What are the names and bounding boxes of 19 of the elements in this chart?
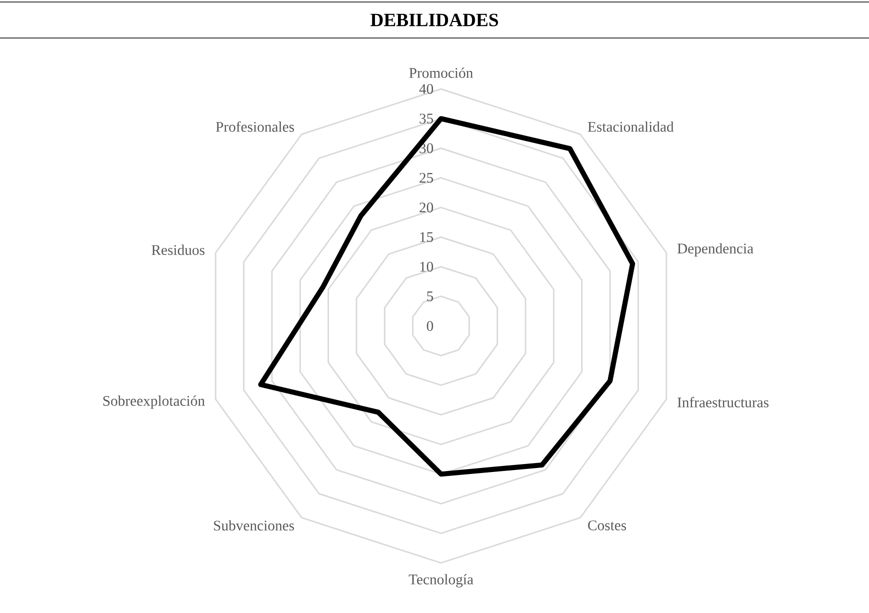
spoke-label: Sobreexplotación xyxy=(103,396,205,409)
y-tick-label: 25 xyxy=(420,172,434,183)
spoke-label: Estacionalidad xyxy=(588,121,674,132)
spoke-label: Tecnología xyxy=(408,574,474,588)
spoke-label: Infraestructuras xyxy=(678,396,769,408)
spoke-label: Subvenciones xyxy=(214,520,294,531)
spoke-label: Residuos xyxy=(152,244,204,255)
y-tick-label: 20 xyxy=(420,202,434,212)
spoke-label: Profesionales xyxy=(216,121,294,132)
spoke-label: Dependencia xyxy=(677,243,754,256)
y-tick-label: 15 xyxy=(420,232,434,242)
y-tick-label: 10 xyxy=(420,262,434,272)
chart-title: DEBILIDADES xyxy=(370,14,498,26)
spoke-label: Promoción xyxy=(409,68,473,78)
spoke-label: Costes xyxy=(588,520,626,530)
y-tick-label: 40 xyxy=(419,84,434,94)
y-tick-label: 5 xyxy=(427,291,434,302)
y-tick-label: 0 xyxy=(426,321,434,331)
y-tick-label: 35 xyxy=(420,114,434,124)
